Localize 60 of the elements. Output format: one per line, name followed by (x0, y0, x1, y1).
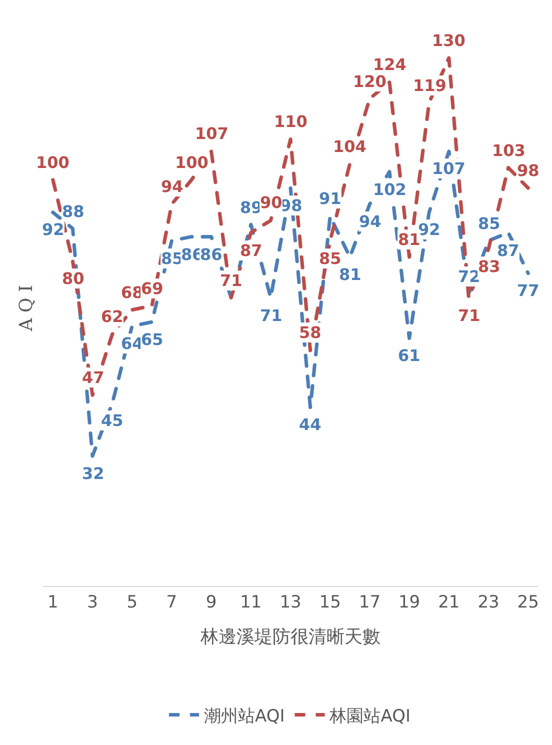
data-label: 80 (62, 269, 84, 288)
data-label: 120 (353, 72, 386, 91)
data-label: 88 (62, 202, 84, 221)
data-label: 130 (432, 31, 466, 50)
x-axis-title: 林邊溪堤防很清晰天數 (200, 626, 380, 648)
data-label: 69 (141, 279, 164, 298)
data-label: 45 (101, 411, 124, 430)
data-label: 98 (517, 161, 540, 180)
x-tick-label: 17 (358, 592, 381, 612)
x-tick-label: 19 (398, 592, 420, 612)
data-label: 92 (418, 220, 440, 239)
data-label: 86 (200, 245, 222, 264)
data-label: 110 (274, 112, 308, 131)
data-label: 107 (195, 124, 228, 143)
data-label: 100 (175, 153, 208, 172)
x-tick-label: 25 (517, 592, 539, 612)
data-label: 65 (141, 330, 164, 349)
data-label: 107 (432, 159, 466, 178)
x-tick-label: 7 (166, 592, 178, 612)
data-label: 62 (101, 307, 124, 326)
data-label: 77 (517, 281, 540, 300)
x-tick-label: 9 (206, 592, 217, 612)
data-label: 58 (299, 323, 322, 342)
data-label: 71 (220, 271, 242, 290)
x-tick-label: 3 (87, 592, 98, 612)
data-label: 90 (260, 193, 282, 212)
data-label: 92 (42, 220, 64, 239)
data-label: 87 (497, 241, 520, 260)
x-tick-label: 11 (240, 592, 262, 612)
x-tick-label: 5 (126, 592, 138, 612)
legend-label: 林園站AQI (328, 706, 410, 726)
data-label: 100 (36, 153, 70, 172)
data-label: 119 (413, 76, 446, 95)
data-label: 104 (333, 137, 366, 156)
data-label: 85 (319, 249, 342, 268)
x-tick-label: 23 (478, 592, 500, 612)
data-label: 85 (478, 214, 500, 233)
data-label: 44 (299, 415, 322, 434)
data-label: 87 (240, 241, 262, 260)
x-tick-label: 13 (280, 592, 302, 612)
data-label: 71 (458, 306, 480, 325)
data-label: 71 (260, 306, 282, 325)
data-label: 102 (373, 180, 406, 199)
data-label: 103 (492, 141, 526, 160)
data-label: 91 (319, 189, 342, 208)
data-label: 124 (373, 55, 406, 74)
data-label: 94 (161, 177, 184, 196)
data-label: 61 (398, 346, 420, 365)
data-label: 81 (398, 230, 420, 249)
data-label: 81 (339, 265, 362, 284)
data-label: 32 (82, 464, 104, 483)
data-label: 83 (478, 257, 500, 276)
x-tick-label: 15 (319, 592, 341, 612)
x-tick-label: 21 (438, 592, 460, 612)
legend-label: 潮州站AQI (204, 706, 285, 726)
data-label: 47 (82, 368, 104, 387)
y-axis-title: A Q I (16, 284, 38, 332)
data-label: 72 (458, 267, 480, 286)
x-tick-label: 1 (47, 592, 58, 612)
data-label: 94 (359, 212, 382, 231)
